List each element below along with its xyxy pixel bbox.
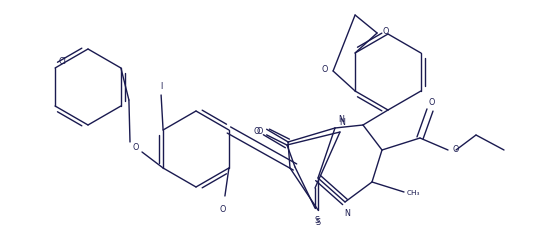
Text: O: O [429,98,435,106]
Text: O: O [452,144,458,153]
Text: I: I [160,82,162,91]
Text: N: N [339,118,345,126]
Text: N: N [338,114,344,124]
Text: O: O [257,126,263,135]
Text: O: O [254,126,260,135]
Text: S: S [315,217,321,226]
Text: CH₃: CH₃ [407,189,420,195]
Text: O: O [133,143,139,152]
Text: N: N [344,208,350,217]
Text: S: S [315,215,320,224]
Text: O: O [322,65,328,74]
Text: Cl: Cl [58,57,66,66]
Text: O: O [382,28,388,36]
Text: O: O [220,204,226,213]
